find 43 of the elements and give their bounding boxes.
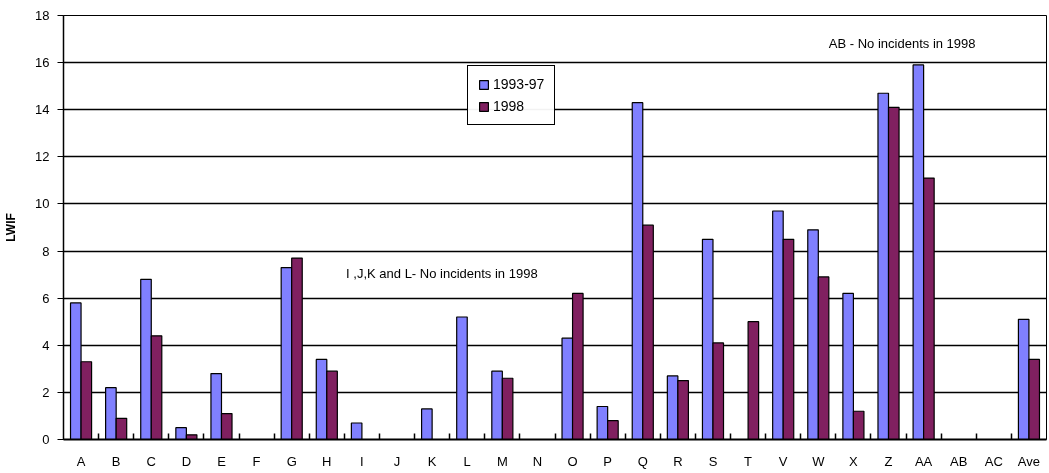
x-tick-label: V xyxy=(778,453,788,469)
x-tick-label: AC xyxy=(984,453,1003,469)
x-tick-label: W xyxy=(812,453,826,469)
x-tick-label: H xyxy=(322,453,332,469)
y-tick-label: 18 xyxy=(35,8,50,23)
x-tick-label: K xyxy=(427,453,437,469)
x-tick-label: N xyxy=(532,453,543,469)
x-tick-label: R xyxy=(673,453,683,469)
x-tick-label: M xyxy=(496,453,508,469)
x-tick-label: S xyxy=(708,453,718,469)
x-tick-label: B xyxy=(111,453,121,469)
y-tick-label: 6 xyxy=(42,290,50,306)
x-tick-label: F xyxy=(252,453,261,469)
x-tick-label: Z xyxy=(884,453,893,469)
y-tick-label: 2 xyxy=(42,384,50,400)
x-tick-label: L xyxy=(463,453,471,469)
annotation: I ,J,K and L- No incidents in 1998 xyxy=(346,265,538,281)
x-tick-label: Q xyxy=(637,453,648,469)
x-tick-label: E xyxy=(217,453,227,469)
x-tick-label: T xyxy=(744,453,753,469)
x-tick-label: C xyxy=(146,453,156,469)
x-tick-label: O xyxy=(567,453,578,469)
y-tick-label: 14 xyxy=(35,102,50,118)
annotation: AB - No incidents in 1998 xyxy=(828,36,976,52)
x-tick-label: AA xyxy=(914,453,933,469)
x-tick-label: X xyxy=(849,453,859,469)
legend-label: 1998 xyxy=(493,98,525,114)
x-tick-label: A xyxy=(76,453,86,469)
x-tick-label: AB xyxy=(950,453,968,469)
y-tick-label: 16 xyxy=(35,55,50,71)
x-tick-label: Ave xyxy=(1017,453,1041,469)
x-tick-label: J xyxy=(393,453,401,469)
x-tick-label: D xyxy=(181,453,192,469)
x-tick-label: I xyxy=(360,453,364,469)
y-tick-label: 0 xyxy=(42,432,50,447)
x-tick-label: G xyxy=(286,453,297,469)
y-tick-label: 12 xyxy=(35,149,50,165)
legend-label: 1993-97 xyxy=(493,76,545,92)
y-tick-label: 4 xyxy=(42,337,50,353)
x-tick-label: P xyxy=(603,453,612,469)
y-tick-label: 10 xyxy=(35,196,50,212)
y-tick-label: 8 xyxy=(42,243,50,259)
y-axis-title: LWIF xyxy=(4,213,19,242)
